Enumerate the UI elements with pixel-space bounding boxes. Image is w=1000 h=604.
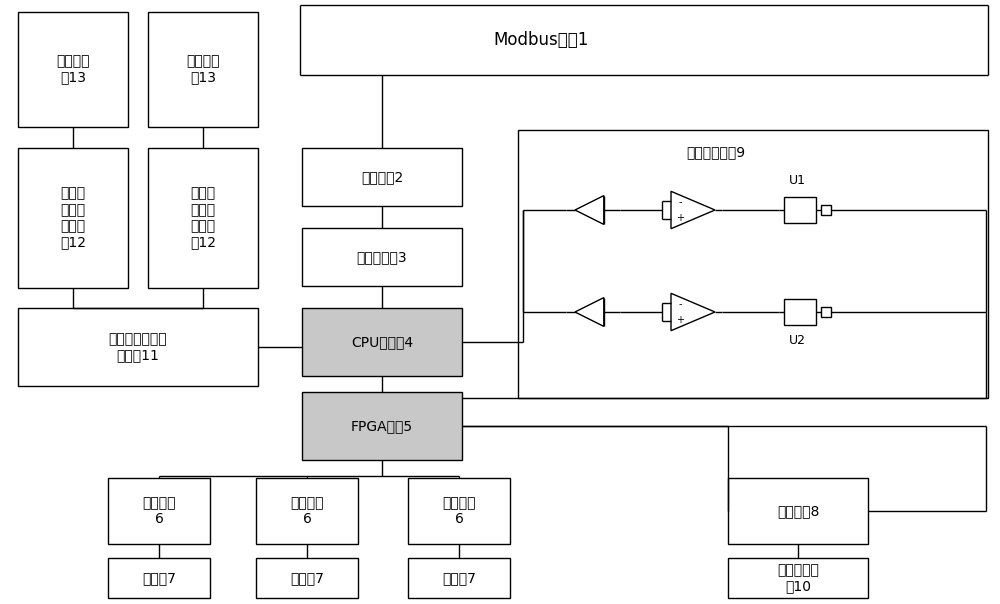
Text: 第一数
据传输
总线端
匒12: 第一数 据传输 总线端 匒12 <box>190 187 216 249</box>
Text: 存储器7: 存储器7 <box>290 571 324 585</box>
Bar <box>148 148 258 288</box>
Text: U2: U2 <box>789 333 806 347</box>
Bar <box>302 308 462 376</box>
Bar <box>821 307 831 317</box>
Bar <box>408 558 510 598</box>
Text: 数据传输总线接
口芯甔11: 数据传输总线接 口芯甔11 <box>109 332 167 362</box>
Text: 外部供电电
刷10: 外部供电电 刷10 <box>777 563 819 593</box>
Text: 传输控制电路9: 传输控制电路9 <box>686 145 745 159</box>
Text: 存储子单
刷13: 存储子单 刷13 <box>56 54 90 85</box>
Bar <box>728 558 868 598</box>
Text: 内置网口
6: 内置网口 6 <box>442 496 476 526</box>
Bar <box>18 148 128 288</box>
Text: 监听接口2: 监听接口2 <box>361 170 403 184</box>
Bar <box>302 392 462 460</box>
Bar <box>728 478 868 544</box>
Text: -: - <box>678 198 682 207</box>
Bar <box>302 148 462 206</box>
Text: FPGA芯甔5: FPGA芯甔5 <box>351 419 413 433</box>
Bar <box>784 197 816 223</box>
Bar <box>518 130 988 398</box>
Bar <box>18 308 258 386</box>
Text: 供电接口8: 供电接口8 <box>777 504 819 518</box>
Bar <box>256 478 358 544</box>
Text: U1: U1 <box>789 173 806 187</box>
Text: 第一数
据传输
总线端
匒12: 第一数 据传输 总线端 匒12 <box>60 187 86 249</box>
Bar <box>784 299 816 325</box>
Bar <box>256 558 358 598</box>
Text: -: - <box>678 300 682 309</box>
Text: Modbus总然1: Modbus总然1 <box>493 31 588 49</box>
Text: 信号解码器3: 信号解码器3 <box>357 250 407 264</box>
Text: 内置网口
6: 内置网口 6 <box>142 496 176 526</box>
Bar <box>302 228 462 286</box>
Text: 存储器7: 存储器7 <box>442 571 476 585</box>
Text: +: + <box>676 213 684 223</box>
Text: CPU处理器4: CPU处理器4 <box>351 335 413 349</box>
Bar <box>108 558 210 598</box>
Bar <box>18 12 128 127</box>
Text: 存储子单
刷13: 存储子单 刷13 <box>186 54 220 85</box>
Bar <box>821 205 831 215</box>
Text: +: + <box>676 315 684 325</box>
Bar <box>108 478 210 544</box>
Text: 内置网口
6: 内置网口 6 <box>290 496 324 526</box>
Text: 存储器7: 存储器7 <box>142 571 176 585</box>
Bar <box>148 12 258 127</box>
Bar <box>408 478 510 544</box>
